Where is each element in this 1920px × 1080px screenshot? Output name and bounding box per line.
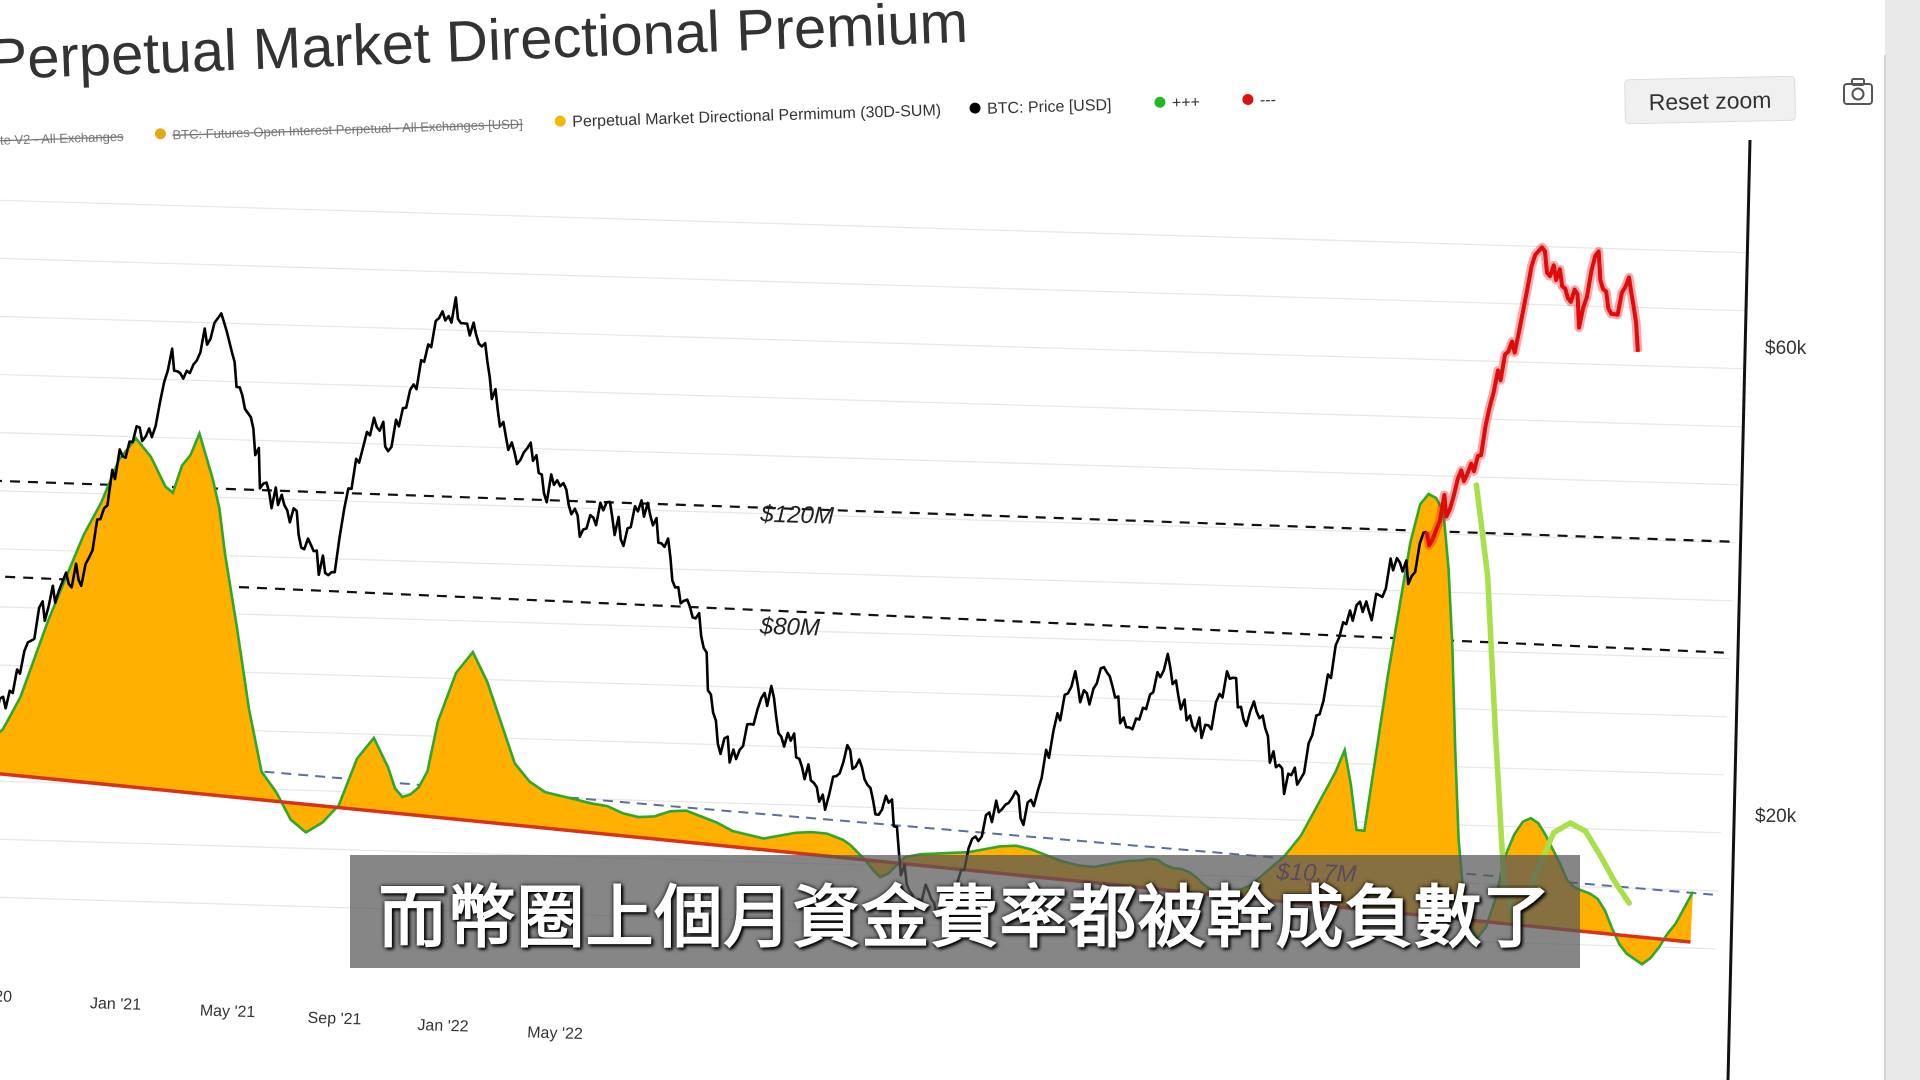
grid-line [0, 603, 1730, 660]
right-axis-line [1726, 139, 1752, 1080]
legend-marker [969, 102, 981, 114]
btc-price-red-segment [1424, 245, 1640, 548]
highlight-curve [1473, 482, 1633, 931]
legend-item[interactable]: --- [1242, 92, 1276, 110]
subtitle-text: 而幣圈上個月資金費率都被幹成負數了 [378, 879, 1552, 958]
chart-title: Perpetual Market Directional Premium [0, 0, 969, 92]
grid-line [0, 429, 1739, 486]
legend-label: g Rate V2 - All Exchanges [0, 129, 124, 149]
annotation-80m: $80M [758, 613, 820, 642]
highlight-curve-path [1473, 482, 1633, 931]
legend: g Rate V2 - All Exchanges BTC: Futures Op… [0, 92, 1276, 149]
legend-label: Perpetual Market Directional Permimum (3… [572, 102, 941, 131]
x-tick-label: 20 [0, 988, 13, 1006]
legend-marker [1154, 96, 1166, 108]
btc-price-line [0, 296, 1428, 919]
grid-line [0, 545, 1733, 602]
x-tick-label: May '21 [199, 1003, 255, 1022]
x-axis-ticks: 20 Jan '21 May '21 Sep '21 Jan '22 May '22 [0, 988, 583, 1043]
legend-item[interactable]: BTC: Futures Open Interest Perpetual - A… [154, 116, 523, 143]
camera-icon[interactable] [1843, 78, 1873, 105]
legend-marker [1242, 94, 1254, 106]
legend-label: BTC: Futures Open Interest Perpetual - A… [172, 116, 523, 142]
subtitle-caption: 而幣圈上個月資金費率都被幹成負數了 [350, 855, 1580, 968]
y-axis-label-60k: $60k [1765, 338, 1807, 359]
y-axis-label-20k: $20k [1755, 806, 1797, 827]
annotation-120m: $120M [759, 501, 835, 530]
legend-label: +++ [1172, 94, 1201, 112]
reset-zoom-label: Reset zoom [1648, 87, 1771, 116]
legend-item[interactable]: Perpetual Market Directional Permimum (3… [554, 102, 942, 131]
reset-zoom-button[interactable]: Reset zoom [1624, 75, 1796, 125]
threshold-80m-line [0, 573, 1726, 654]
legend-item[interactable]: BTC: Price [USD] [969, 97, 1112, 118]
annotations: $120M$80M$10.7M [758, 501, 1357, 888]
threshold-lines [0, 478, 1731, 896]
grid-line [0, 255, 1748, 312]
x-tick-label: May '22 [527, 1024, 583, 1043]
page-edge [1885, 0, 1920, 1080]
legend-marker [154, 128, 166, 140]
legend-label: --- [1260, 92, 1277, 109]
btc-price-red-glow [1422, 242, 1643, 550]
legend-item[interactable]: +++ [1154, 94, 1200, 112]
btc-price-series [0, 242, 1643, 919]
x-tick-label: Sep '21 [307, 1010, 362, 1029]
grid-line [0, 661, 1727, 718]
x-tick-label: Jan '21 [90, 995, 142, 1014]
grid-line [0, 313, 1745, 370]
legend-label: BTC: Price [USD] [987, 97, 1112, 118]
grid-line [0, 371, 1742, 428]
x-tick-label: Jan '22 [417, 1017, 469, 1036]
grid-line [0, 197, 1751, 254]
legend-item[interactable]: g Rate V2 - All Exchanges [0, 129, 124, 149]
legend-marker [554, 115, 566, 127]
